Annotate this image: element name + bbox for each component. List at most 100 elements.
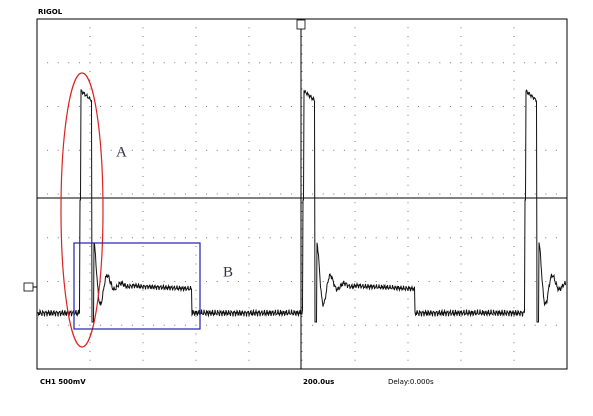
grid-dot [206, 62, 208, 64]
grid-dot [471, 324, 473, 326]
grid-dot [354, 97, 356, 99]
grid-dot [407, 79, 409, 81]
grid-dot [89, 114, 91, 116]
grid-dot [375, 193, 377, 195]
grid-dot [471, 149, 473, 151]
grid-dot [195, 263, 197, 265]
label-b: B [223, 264, 233, 280]
grid-dot [248, 71, 250, 72]
grid-dot [333, 106, 335, 107]
grid-dot [471, 106, 473, 107]
grid-dot [301, 228, 303, 230]
screen-border [36, 18, 568, 370]
grid-dot [460, 246, 462, 247]
grid-dot [428, 106, 430, 107]
grid-dot [407, 193, 409, 195]
grid-dot [227, 237, 229, 239]
grid-dot [237, 237, 239, 239]
grid-dot [89, 254, 91, 256]
grid-dot [301, 281, 303, 282]
grid-dot [89, 237, 91, 239]
grid-dot [513, 149, 515, 151]
grid-dot [131, 193, 133, 195]
grid-dot [471, 281, 473, 282]
grid-dot [195, 44, 197, 46]
grid-dot [354, 342, 356, 344]
grid-dot [248, 281, 250, 282]
grid-dot [206, 281, 208, 282]
grid-dot [78, 62, 80, 64]
grid-dot [89, 79, 91, 81]
grid-dot [142, 184, 144, 186]
grid-dot [513, 27, 515, 29]
grid-dot [301, 36, 303, 37]
grid-dot [184, 193, 186, 195]
highlight-box [73, 242, 201, 330]
grid-dot [481, 281, 483, 282]
grid-dot [502, 324, 504, 326]
grid-dot [248, 316, 250, 317]
grid-dot [78, 324, 80, 326]
grid-dot [280, 106, 282, 107]
grid-dot [89, 202, 91, 204]
grid-dot [375, 281, 377, 282]
grid-dot [89, 298, 91, 300]
grid-dot [57, 193, 59, 195]
grid-dot [142, 237, 144, 239]
grid-dot [513, 246, 515, 247]
grid-dot [513, 342, 515, 344]
grid-dot [68, 281, 70, 282]
grid-dot [418, 324, 420, 326]
grid-dot [195, 71, 197, 72]
grid-dot [269, 237, 271, 239]
grid-dot [460, 237, 462, 239]
grid-dot [343, 324, 345, 326]
grid-dot [354, 228, 356, 230]
grid-dot [513, 324, 515, 326]
grid-dot [301, 141, 303, 142]
grid-dot [301, 88, 303, 90]
grid-dot [259, 237, 261, 239]
grid-dot [68, 193, 70, 195]
grid-dot [301, 123, 303, 125]
grid-dot [534, 281, 536, 282]
grid-dot [237, 281, 239, 282]
grid-dot [375, 62, 377, 64]
grid-dot [396, 324, 398, 326]
grid-dot [513, 97, 515, 99]
grid-dot [513, 263, 515, 265]
grid-dot [89, 123, 91, 125]
grid-dot [513, 132, 515, 134]
grid-dot [153, 193, 155, 195]
grid-dot [142, 272, 144, 274]
grid-dot [248, 351, 250, 352]
grid-dot [248, 44, 250, 46]
grid-dot [216, 281, 218, 282]
grid-dot [89, 36, 91, 37]
grid-dot [407, 149, 409, 151]
ground-marker [23, 282, 37, 292]
grid-dot [184, 106, 186, 107]
grid-dot [248, 237, 250, 239]
grid-dot [513, 114, 515, 116]
grid-dot [237, 106, 239, 107]
grid-dot [142, 219, 144, 221]
grid-dot [513, 351, 515, 352]
grid-dot [89, 228, 91, 230]
grid-dot [89, 246, 91, 247]
grid-dot [142, 307, 144, 309]
grid-dot [248, 114, 250, 116]
grid-dot [407, 316, 409, 317]
grid-dot [89, 281, 91, 282]
grid-dot [386, 149, 388, 151]
grid-dot [216, 193, 218, 195]
grid-dot [460, 342, 462, 344]
grid-dot [375, 324, 377, 326]
grid-dot [142, 246, 144, 247]
grid-dot [248, 254, 250, 256]
grid-dot [301, 254, 303, 256]
grid-dot [301, 263, 303, 265]
channel-scale: CH1 500mV [40, 378, 86, 386]
grid-dot [290, 237, 292, 239]
